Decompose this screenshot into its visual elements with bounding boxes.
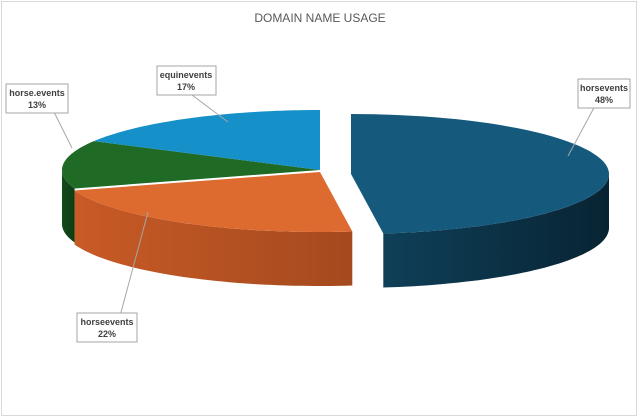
data-label-name-horsevents: horsevents (580, 83, 628, 93)
chart-title: DOMAIN NAME USAGE (254, 11, 385, 25)
pie-slice-horseevents (74, 172, 353, 232)
pie-side-horsevents (383, 174, 609, 288)
data-label-box-horse-events (5, 83, 69, 114)
pie-side-horse-events (62, 170, 75, 243)
data-label-value-horse-events: 13% (28, 100, 46, 110)
pie-slice-horse-events (62, 141, 320, 189)
pie-slice-horsevents (351, 114, 609, 234)
leader-line-equinevents (187, 91, 229, 123)
data-label-name-equinevents: equinevents (160, 70, 213, 80)
pie-side-layer (62, 170, 609, 288)
leader-line-horse-events (51, 107, 73, 149)
data-label-name-horse-events: horse.events (9, 88, 65, 98)
data-label-value-horsevents: 48% (595, 95, 613, 105)
data-label-box-horseevents (76, 312, 138, 343)
data-label-layer: horsevents 48% horseevents 22% horse.eve… (5, 65, 631, 343)
leader-line-horseevents (119, 211, 149, 317)
data-label-name-horseevents: horseevents (80, 317, 133, 327)
data-label-value-horseevents: 22% (98, 329, 116, 339)
data-label-box-horsevents (577, 78, 631, 109)
data-label-box-equinevents (156, 65, 217, 96)
data-label-value-equinevents: 17% (177, 82, 195, 92)
pie-side-horseevents (74, 190, 353, 286)
pie-slice-equinevents (93, 110, 321, 170)
leader-line-horsevents (567, 103, 597, 157)
pie-top-layer (62, 110, 609, 234)
